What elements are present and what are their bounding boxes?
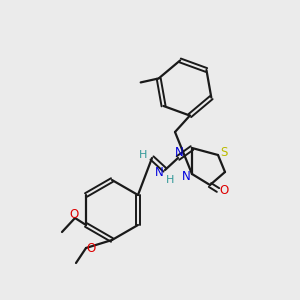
Text: N: N	[175, 146, 183, 160]
Text: H: H	[139, 150, 147, 160]
Text: N: N	[182, 169, 190, 182]
Text: N: N	[154, 167, 164, 179]
Text: S: S	[220, 146, 228, 160]
Text: H: H	[166, 175, 174, 185]
Text: O: O	[69, 208, 79, 220]
Text: O: O	[86, 242, 96, 254]
Text: O: O	[219, 184, 229, 196]
